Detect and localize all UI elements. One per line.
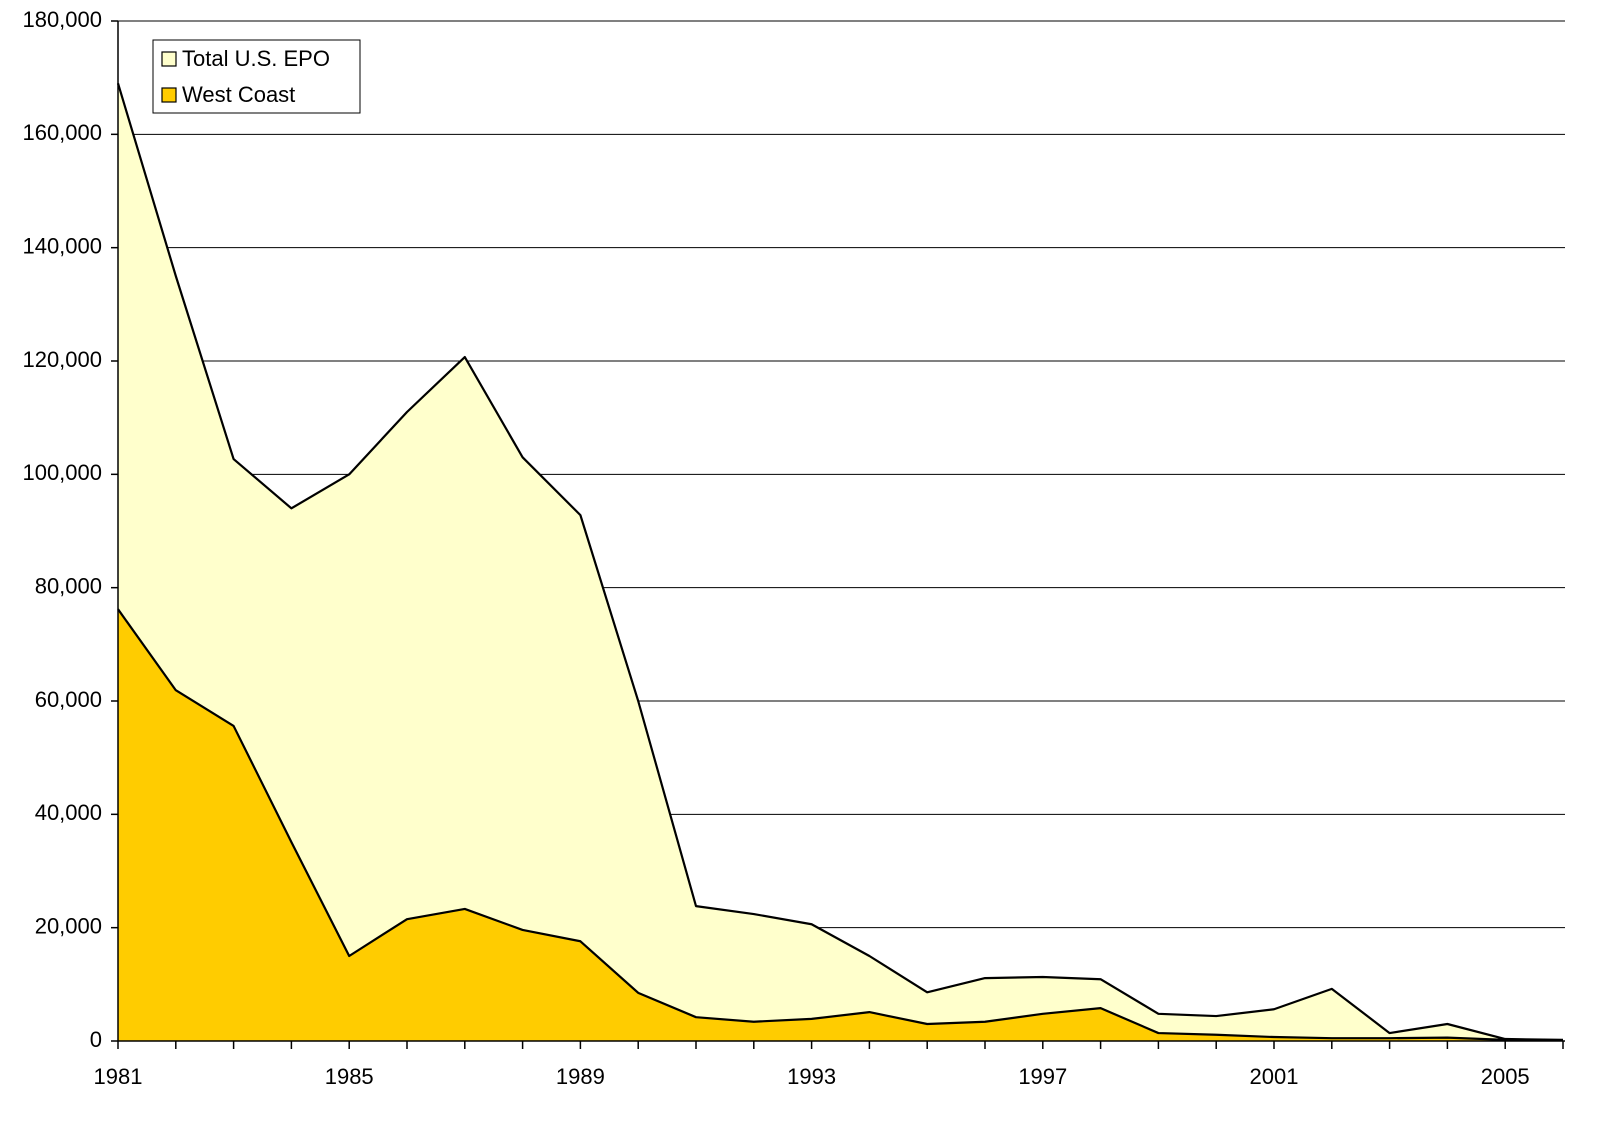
x-tick-label: 1993 [787,1064,836,1089]
y-tick-label: 140,000 [22,233,102,258]
y-tick-label: 100,000 [22,460,102,485]
area [118,83,1563,1042]
x-tick-label: 1989 [556,1064,605,1089]
legend-box [152,39,361,114]
y-tick-label: 160,000 [22,120,102,145]
y-tick-label: 40,000 [35,800,102,825]
legend-swatch [161,87,177,103]
x-tick-label: 2005 [1481,1064,1530,1089]
y-tick-label: 120,000 [22,347,102,372]
legend-label: West Coast [182,82,295,107]
y-tick-label: 60,000 [35,687,102,712]
x-tick-label: 1981 [94,1064,143,1089]
area [118,609,1563,1041]
y-tick-label: 180,000 [22,7,102,32]
area-line [116,83,1564,1041]
y-tick-label: 80,000 [35,573,102,598]
y-tick-label: 20,000 [35,913,102,938]
y-tick-label: 0 [90,1027,102,1052]
x-tick-label: 2001 [1250,1064,1299,1089]
area-line [117,608,1564,1042]
x-tick-label: 1997 [1018,1064,1067,1089]
legend-swatch [161,51,177,67]
x-tick-label: 1985 [325,1064,374,1089]
legend-label: Total U.S. EPO [182,46,330,71]
